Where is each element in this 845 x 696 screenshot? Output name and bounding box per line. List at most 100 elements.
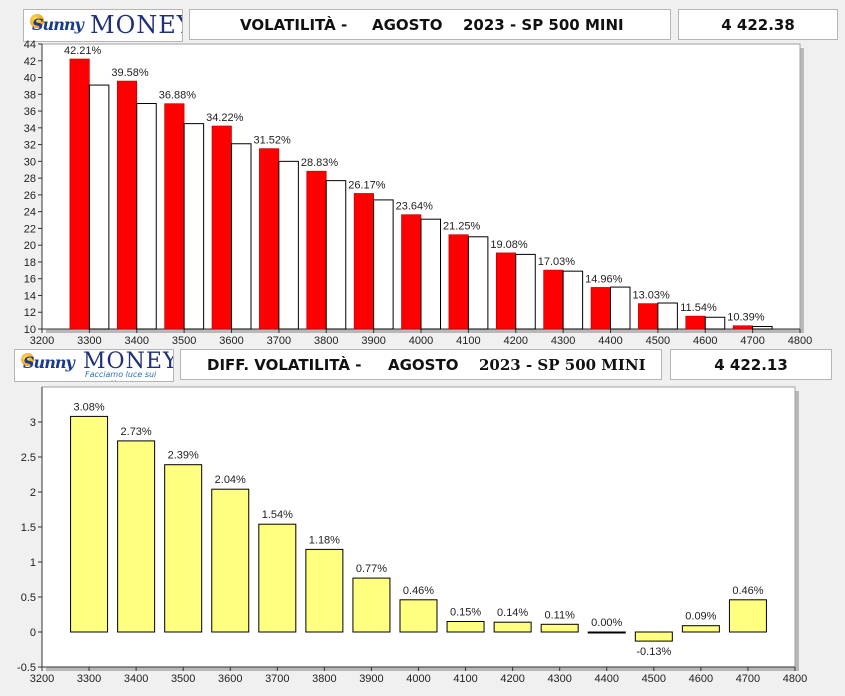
- bar-white: [183, 123, 205, 330]
- volatility-diff-panel: Sunny MONEY Facciamo luce sui mercati DI…: [0, 348, 845, 696]
- y-tick-label: 16: [24, 274, 36, 286]
- data-label: 17.03%: [538, 256, 576, 268]
- x-tick-label: 4100: [453, 673, 477, 685]
- y-tick-label: 2: [30, 487, 36, 499]
- x-tick-label: 4400: [598, 335, 622, 347]
- x-tick-label: 4000: [406, 673, 430, 685]
- header-year: 2023 - SP 500 MINI: [463, 15, 624, 34]
- bar-red: [164, 103, 185, 330]
- bar-yellow: [493, 621, 532, 633]
- data-label: 21.25%: [443, 221, 481, 233]
- y-tick-label: 30: [24, 156, 36, 168]
- x-tick-label: 3300: [77, 673, 101, 685]
- x-tick-label: 4300: [551, 335, 575, 347]
- logo-tagline: Facciamo luce sui mercati: [85, 370, 157, 381]
- volatility-panel: Sunny MONEY VOLATILITÀ - AGOSTO 2023 - S…: [23, 9, 838, 347]
- y-tick-label: 0.5: [21, 592, 36, 604]
- bar-red: [638, 303, 659, 330]
- y-tick-label: 2.5: [21, 452, 36, 464]
- x-tick-label: 3400: [124, 673, 148, 685]
- x-tick-label: 3700: [265, 673, 289, 685]
- data-label: 23.64%: [396, 201, 434, 213]
- bar-yellow: [681, 625, 720, 633]
- x-tick-label: 4700: [740, 335, 764, 347]
- x-tick-label: 3900: [361, 335, 385, 347]
- y-tick-label: -0.5: [17, 662, 36, 674]
- header-year: 2023 - SP 500 MINI: [479, 355, 646, 374]
- bar-red: [732, 325, 753, 330]
- data-label: 1.54%: [262, 509, 293, 521]
- sunny-money-logo: Sunny MONEY Facciamo luce sui mercati: [14, 349, 174, 382]
- x-tick-label: 3300: [77, 335, 101, 347]
- bar-red: [211, 125, 232, 330]
- y-tick-label: 36: [24, 106, 36, 118]
- bar-white: [704, 316, 726, 330]
- y-tick-label: 14: [24, 290, 36, 302]
- data-label: 2.73%: [121, 426, 152, 438]
- data-label: 0.46%: [732, 585, 763, 597]
- bar-yellow: [258, 523, 297, 633]
- bar-yellow: [728, 599, 767, 633]
- y-tick-label: 38: [24, 89, 36, 101]
- y-tick-label: 1.5: [21, 522, 36, 534]
- y-tick-label: 44: [24, 39, 36, 51]
- data-label: 1.18%: [309, 534, 340, 546]
- data-label: 0.09%: [685, 611, 716, 623]
- x-tick-label: 3200: [30, 673, 54, 685]
- bar-yellow: [634, 631, 673, 642]
- x-tick-label: 3800: [312, 673, 336, 685]
- y-tick-label: 0: [30, 627, 36, 639]
- bar-red: [259, 148, 280, 330]
- bar-yellow: [117, 440, 156, 633]
- price-display: 4 422.13: [670, 349, 832, 380]
- x-tick-label: 3200: [30, 335, 54, 347]
- data-label: 13.03%: [632, 290, 670, 302]
- bar-red: [116, 80, 138, 330]
- header-month: AGOSTO: [388, 355, 459, 374]
- y-tick-label: 3: [30, 417, 36, 429]
- bar-white: [136, 103, 157, 330]
- data-label: 0.11%: [545, 609, 576, 621]
- bar-yellow: [540, 623, 579, 633]
- data-label: 36.88%: [159, 90, 197, 102]
- bar-white: [373, 199, 394, 330]
- bar-yellow: [446, 621, 485, 633]
- bar-white: [231, 143, 252, 330]
- header-title: DIFF. VOLATILITÀ -: [207, 355, 362, 374]
- y-tick-label: 22: [24, 223, 36, 235]
- x-tick-label: 3800: [314, 335, 338, 347]
- data-label: 19.08%: [490, 239, 528, 251]
- bar-white: [752, 325, 773, 330]
- data-label: 14.96%: [585, 273, 623, 285]
- x-tick-label: 4700: [736, 673, 760, 685]
- bar-yellow: [211, 488, 250, 633]
- bar-red: [69, 58, 90, 330]
- data-label: 34.22%: [206, 112, 244, 124]
- logo-word: MONEY: [83, 349, 174, 374]
- x-tick-label: 4400: [595, 673, 619, 685]
- bar-yellow: [352, 577, 391, 633]
- bar-red: [448, 234, 469, 330]
- data-label: 0.46%: [403, 585, 434, 597]
- y-tick-label: 12: [24, 307, 36, 319]
- data-label: 39.58%: [111, 67, 149, 79]
- bar-white: [420, 218, 441, 330]
- x-tick-label: 4500: [642, 673, 666, 685]
- bar-yellow: [587, 631, 626, 634]
- x-tick-label: 3600: [219, 335, 243, 347]
- bar-red: [353, 193, 374, 330]
- sun-icon: [30, 14, 44, 28]
- bar-white: [278, 160, 299, 330]
- bar-yellow: [305, 548, 344, 633]
- x-tick-label: 4800: [788, 335, 812, 347]
- data-label: 0.14%: [497, 607, 528, 619]
- volatility-diff-bar-chart: -0.5 0 0.5 1 1.5 2 2.5 3 3200 3300 3400 3500 3600 370…: [17, 386, 807, 685]
- data-label: 3.08%: [73, 401, 104, 413]
- logo-script: Sunny: [23, 353, 75, 372]
- x-tick-label: 4500: [646, 335, 670, 347]
- y-tick-label: 26: [24, 190, 36, 202]
- header-month: AGOSTO: [372, 15, 443, 34]
- y-tick-label: 40: [24, 73, 36, 85]
- bar-yellow: [70, 415, 109, 633]
- data-label: 0.15%: [450, 607, 481, 619]
